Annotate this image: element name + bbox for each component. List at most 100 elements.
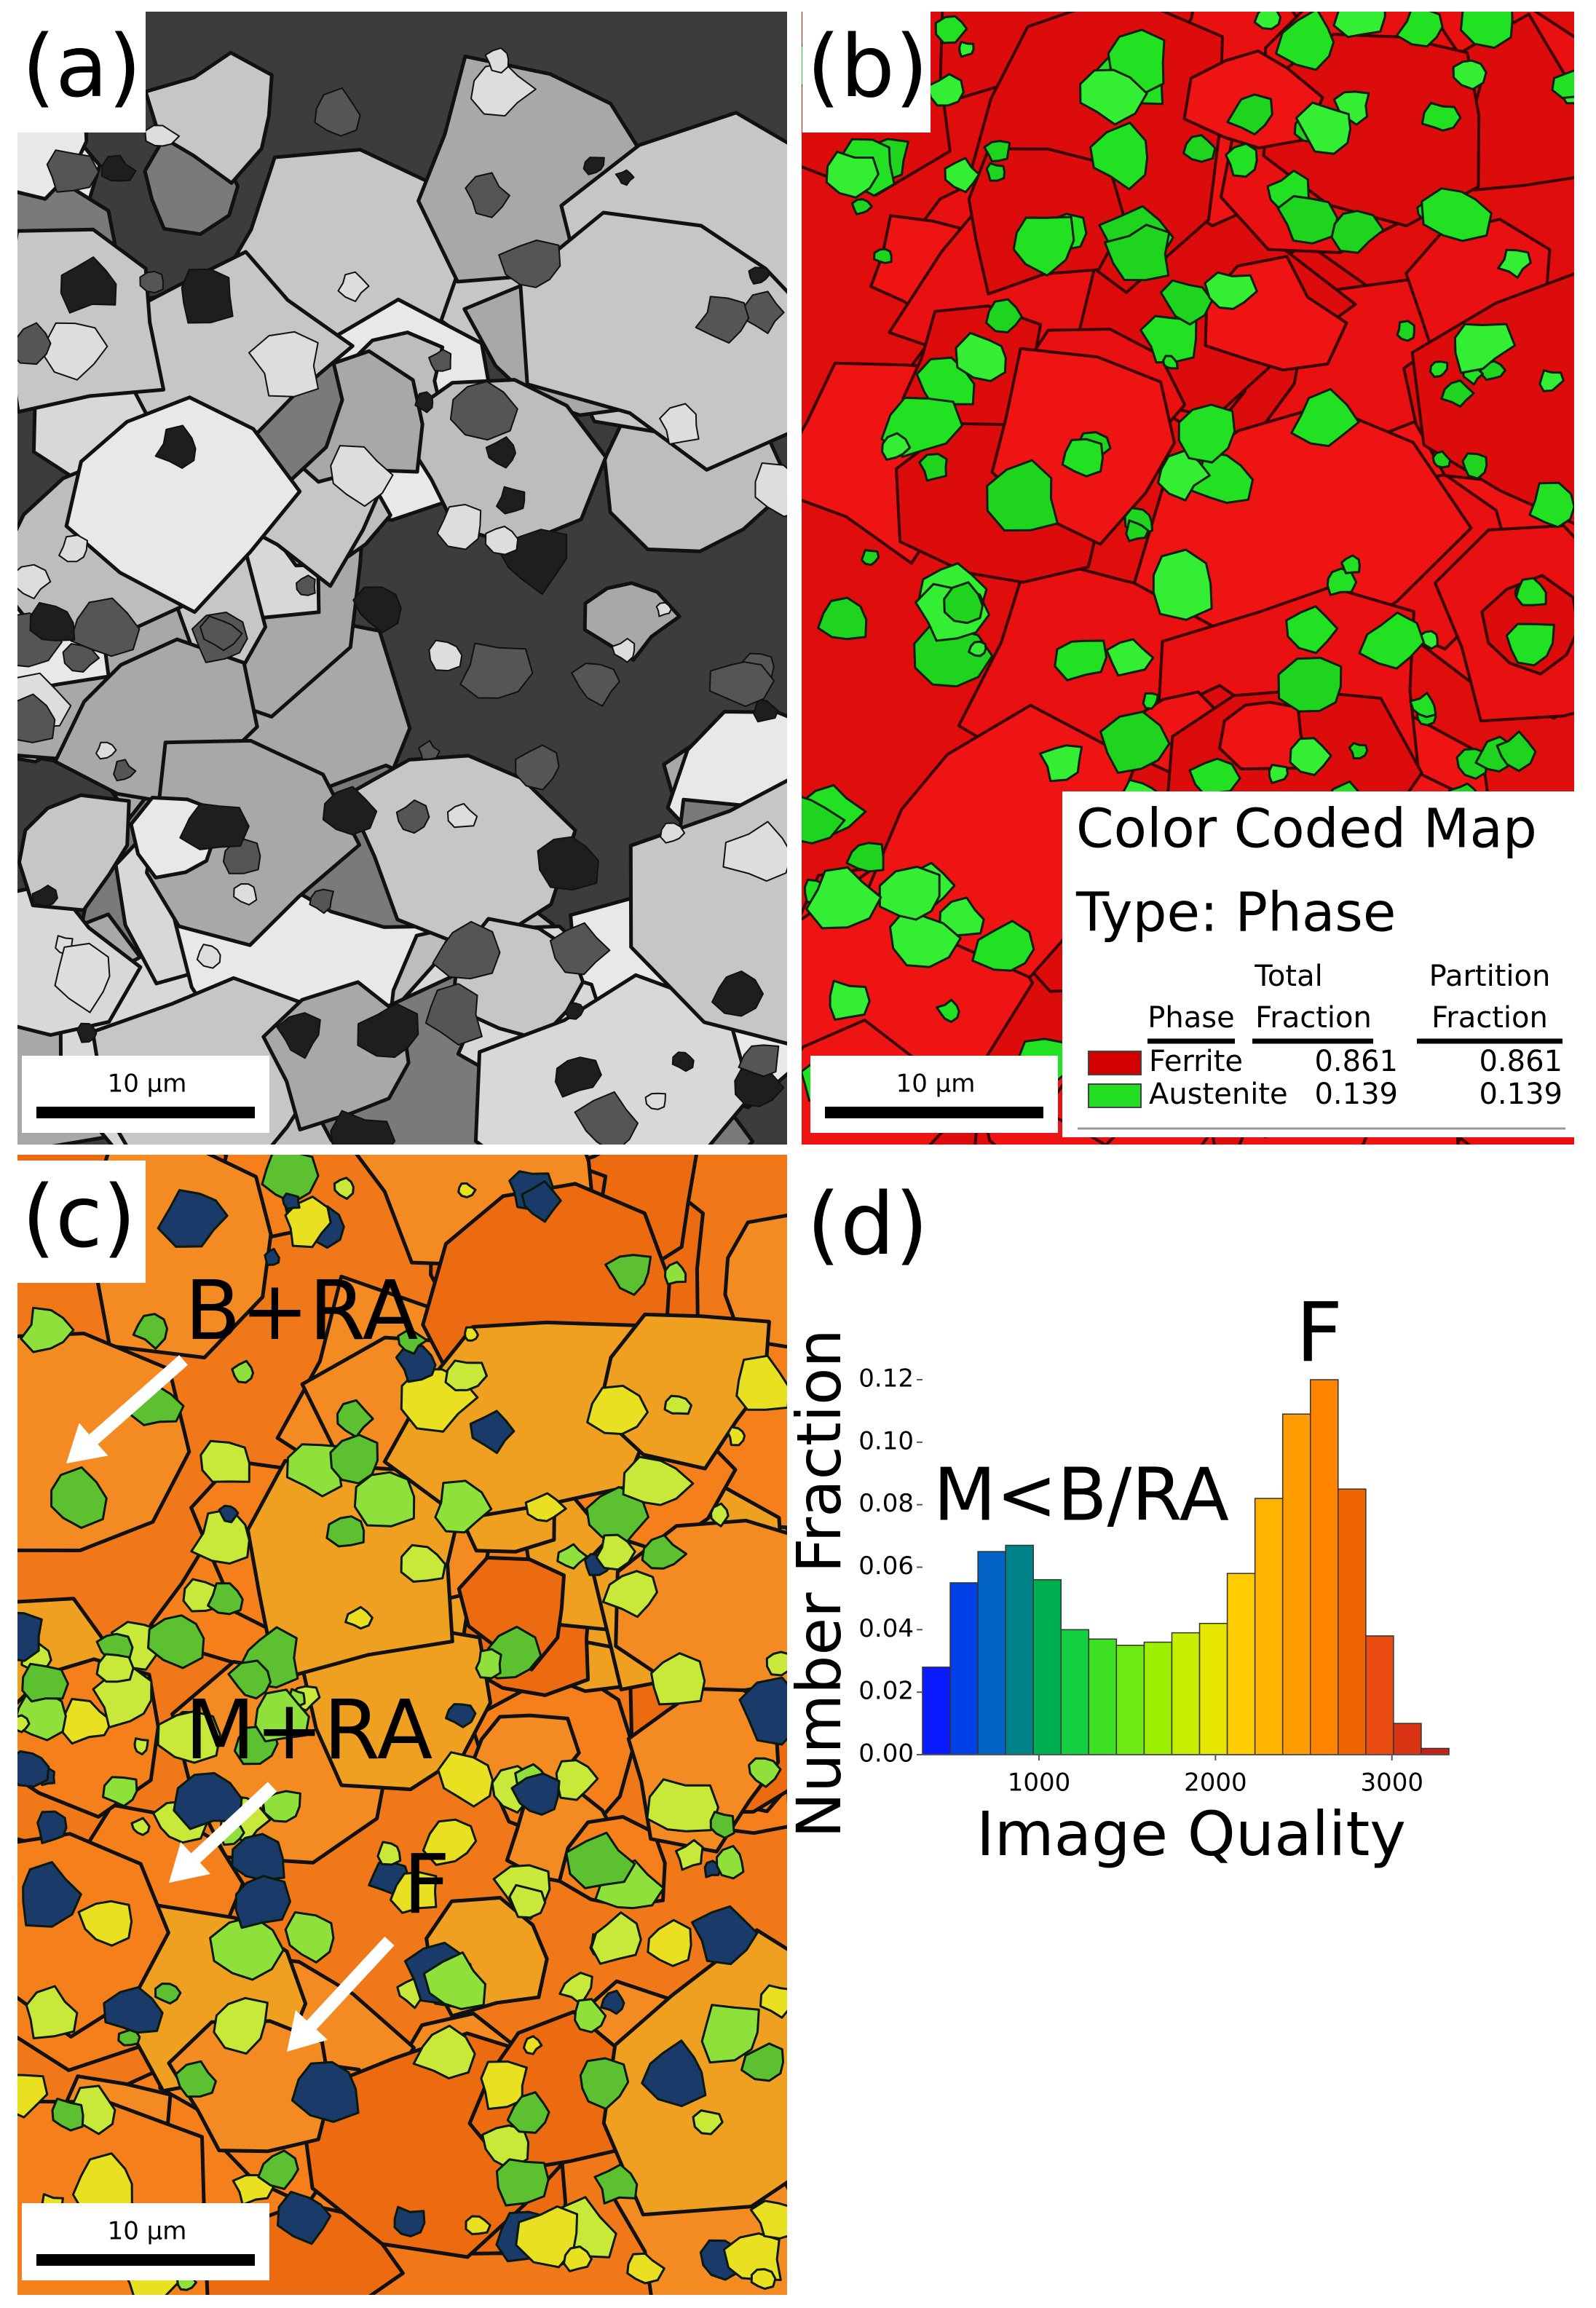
patch	[139, 270, 164, 294]
patch	[749, 2200, 787, 2240]
patch	[353, 1471, 416, 1528]
legend-title: Color Coded Map	[1076, 798, 1537, 861]
patch	[412, 2024, 476, 2079]
patch	[344, 1605, 374, 1630]
patch	[955, 331, 1007, 382]
patch	[480, 2060, 528, 2111]
patch	[1452, 59, 1488, 90]
patch	[708, 661, 775, 708]
scale-bar-box	[22, 2203, 269, 2280]
patch	[650, 1652, 706, 1706]
patch	[261, 1790, 301, 1823]
legend-header: Fraction	[1431, 1001, 1548, 1035]
patch	[437, 1751, 494, 1808]
arrow-head	[169, 1841, 211, 1883]
patch	[748, 266, 770, 285]
y-tick-label: 0.06	[858, 1552, 914, 1581]
bar	[1005, 1544, 1034, 1755]
patch	[564, 1002, 585, 1020]
patch	[1295, 101, 1352, 155]
legend-total: 0.861	[1314, 1045, 1398, 1078]
patch	[765, 1651, 787, 1677]
patch	[144, 125, 181, 147]
patch	[276, 1012, 321, 1059]
bar	[1198, 1623, 1228, 1755]
legend-phase: Austenite	[1149, 1078, 1288, 1111]
patch	[29, 601, 76, 641]
grain	[518, 210, 787, 472]
patch	[1496, 730, 1537, 772]
patch	[986, 459, 1059, 531]
patch	[154, 1983, 182, 2005]
patch	[277, 2190, 332, 2245]
scale-bar-label: 10 μm	[108, 2217, 187, 2246]
patch	[595, 1533, 636, 1571]
arrow-head	[287, 2009, 328, 2052]
patch	[17, 693, 56, 743]
panel-label: (b)	[807, 16, 928, 116]
patch	[17, 1714, 31, 1734]
patch	[147, 1614, 205, 1669]
patch	[213, 1996, 269, 2055]
patch	[58, 534, 88, 563]
patch	[1268, 764, 1289, 784]
patch	[333, 1177, 355, 1200]
patch	[330, 1110, 396, 1145]
patch	[1225, 142, 1258, 178]
patch	[1429, 360, 1449, 379]
patch	[1340, 554, 1361, 574]
patch	[181, 268, 234, 324]
patch	[222, 838, 261, 874]
patch	[817, 596, 868, 641]
legend-header: Total	[1254, 960, 1322, 993]
patch	[1226, 93, 1273, 136]
scale-bar	[36, 2254, 255, 2266]
panel-label: (a)	[22, 16, 141, 116]
patch	[664, 1260, 687, 1286]
patch	[574, 1998, 607, 2034]
patch	[233, 883, 258, 906]
patch	[485, 436, 516, 469]
patch	[1152, 548, 1213, 621]
patch	[1275, 12, 1335, 71]
patch	[200, 1439, 250, 1483]
patch	[600, 1989, 625, 2015]
patch	[641, 1534, 688, 1570]
patch	[565, 1831, 636, 1889]
patch	[95, 741, 117, 760]
patch	[337, 271, 370, 302]
grain	[582, 581, 682, 662]
patch	[1330, 210, 1385, 254]
patch	[1277, 657, 1343, 713]
patch	[889, 908, 962, 968]
patch	[154, 424, 197, 469]
patch	[132, 1313, 168, 1350]
patch	[646, 1778, 719, 1833]
patch	[873, 248, 893, 264]
patch	[1105, 638, 1155, 677]
patch	[376, 1841, 402, 1866]
patch	[692, 2109, 724, 2135]
patch	[227, 1659, 272, 1700]
bar	[1393, 1723, 1422, 1755]
patch	[971, 920, 1035, 972]
patch	[582, 157, 605, 175]
patch	[563, 2245, 593, 2272]
patch	[36, 1810, 68, 1844]
patch	[103, 1986, 164, 2034]
patch	[51, 2098, 84, 2132]
patch	[753, 698, 779, 723]
patch	[469, 1410, 515, 1455]
patch	[655, 601, 672, 617]
region-label: M+RA	[185, 1683, 432, 1778]
patch	[495, 2158, 550, 2207]
y-tick-label: 0.04	[858, 1614, 914, 1643]
patch	[985, 298, 1023, 333]
patch	[647, 1918, 692, 1967]
patch	[590, 1911, 642, 1965]
patch	[671, 1051, 695, 1072]
patch	[175, 2060, 217, 2098]
patch	[31, 885, 58, 907]
